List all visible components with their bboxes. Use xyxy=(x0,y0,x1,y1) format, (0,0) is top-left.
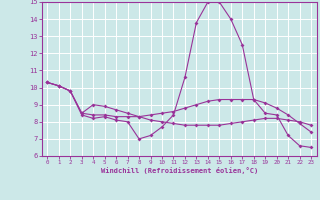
X-axis label: Windchill (Refroidissement éolien,°C): Windchill (Refroidissement éolien,°C) xyxy=(100,167,258,174)
